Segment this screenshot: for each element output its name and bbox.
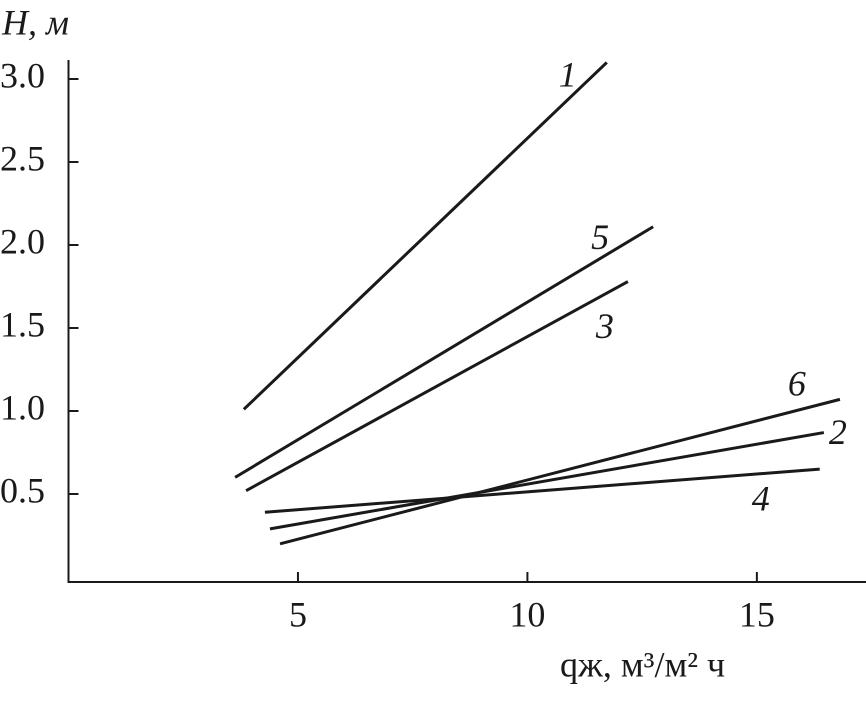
y-axis-label: H, м [1,2,69,42]
x-axis-label: qж, м³/м² ч [560,644,725,684]
x-tick-label: 5 [289,594,307,634]
y-tick-label: 2.0 [0,221,45,261]
line-label: 5 [591,217,609,257]
y-tick-label: 1.5 [0,304,45,344]
line-label: 2 [829,412,847,452]
line-label: 6 [788,364,806,404]
data-line [264,467,820,514]
data-line [245,280,629,492]
data-line [269,431,825,531]
y-tick-label: 0.5 [0,470,45,510]
line-label: 3 [595,306,614,346]
y-tick-label: 1.0 [0,387,45,427]
x-tick-label: 15 [739,594,775,634]
y-tick-label: 2.5 [0,138,45,178]
data-line [234,225,654,479]
x-tick-label: 10 [509,594,545,634]
data-line [279,397,841,546]
y-tick-label: 3.0 [0,55,45,95]
line-label: 4 [752,478,770,518]
data-line [242,61,608,411]
line-label: 1 [559,55,577,95]
